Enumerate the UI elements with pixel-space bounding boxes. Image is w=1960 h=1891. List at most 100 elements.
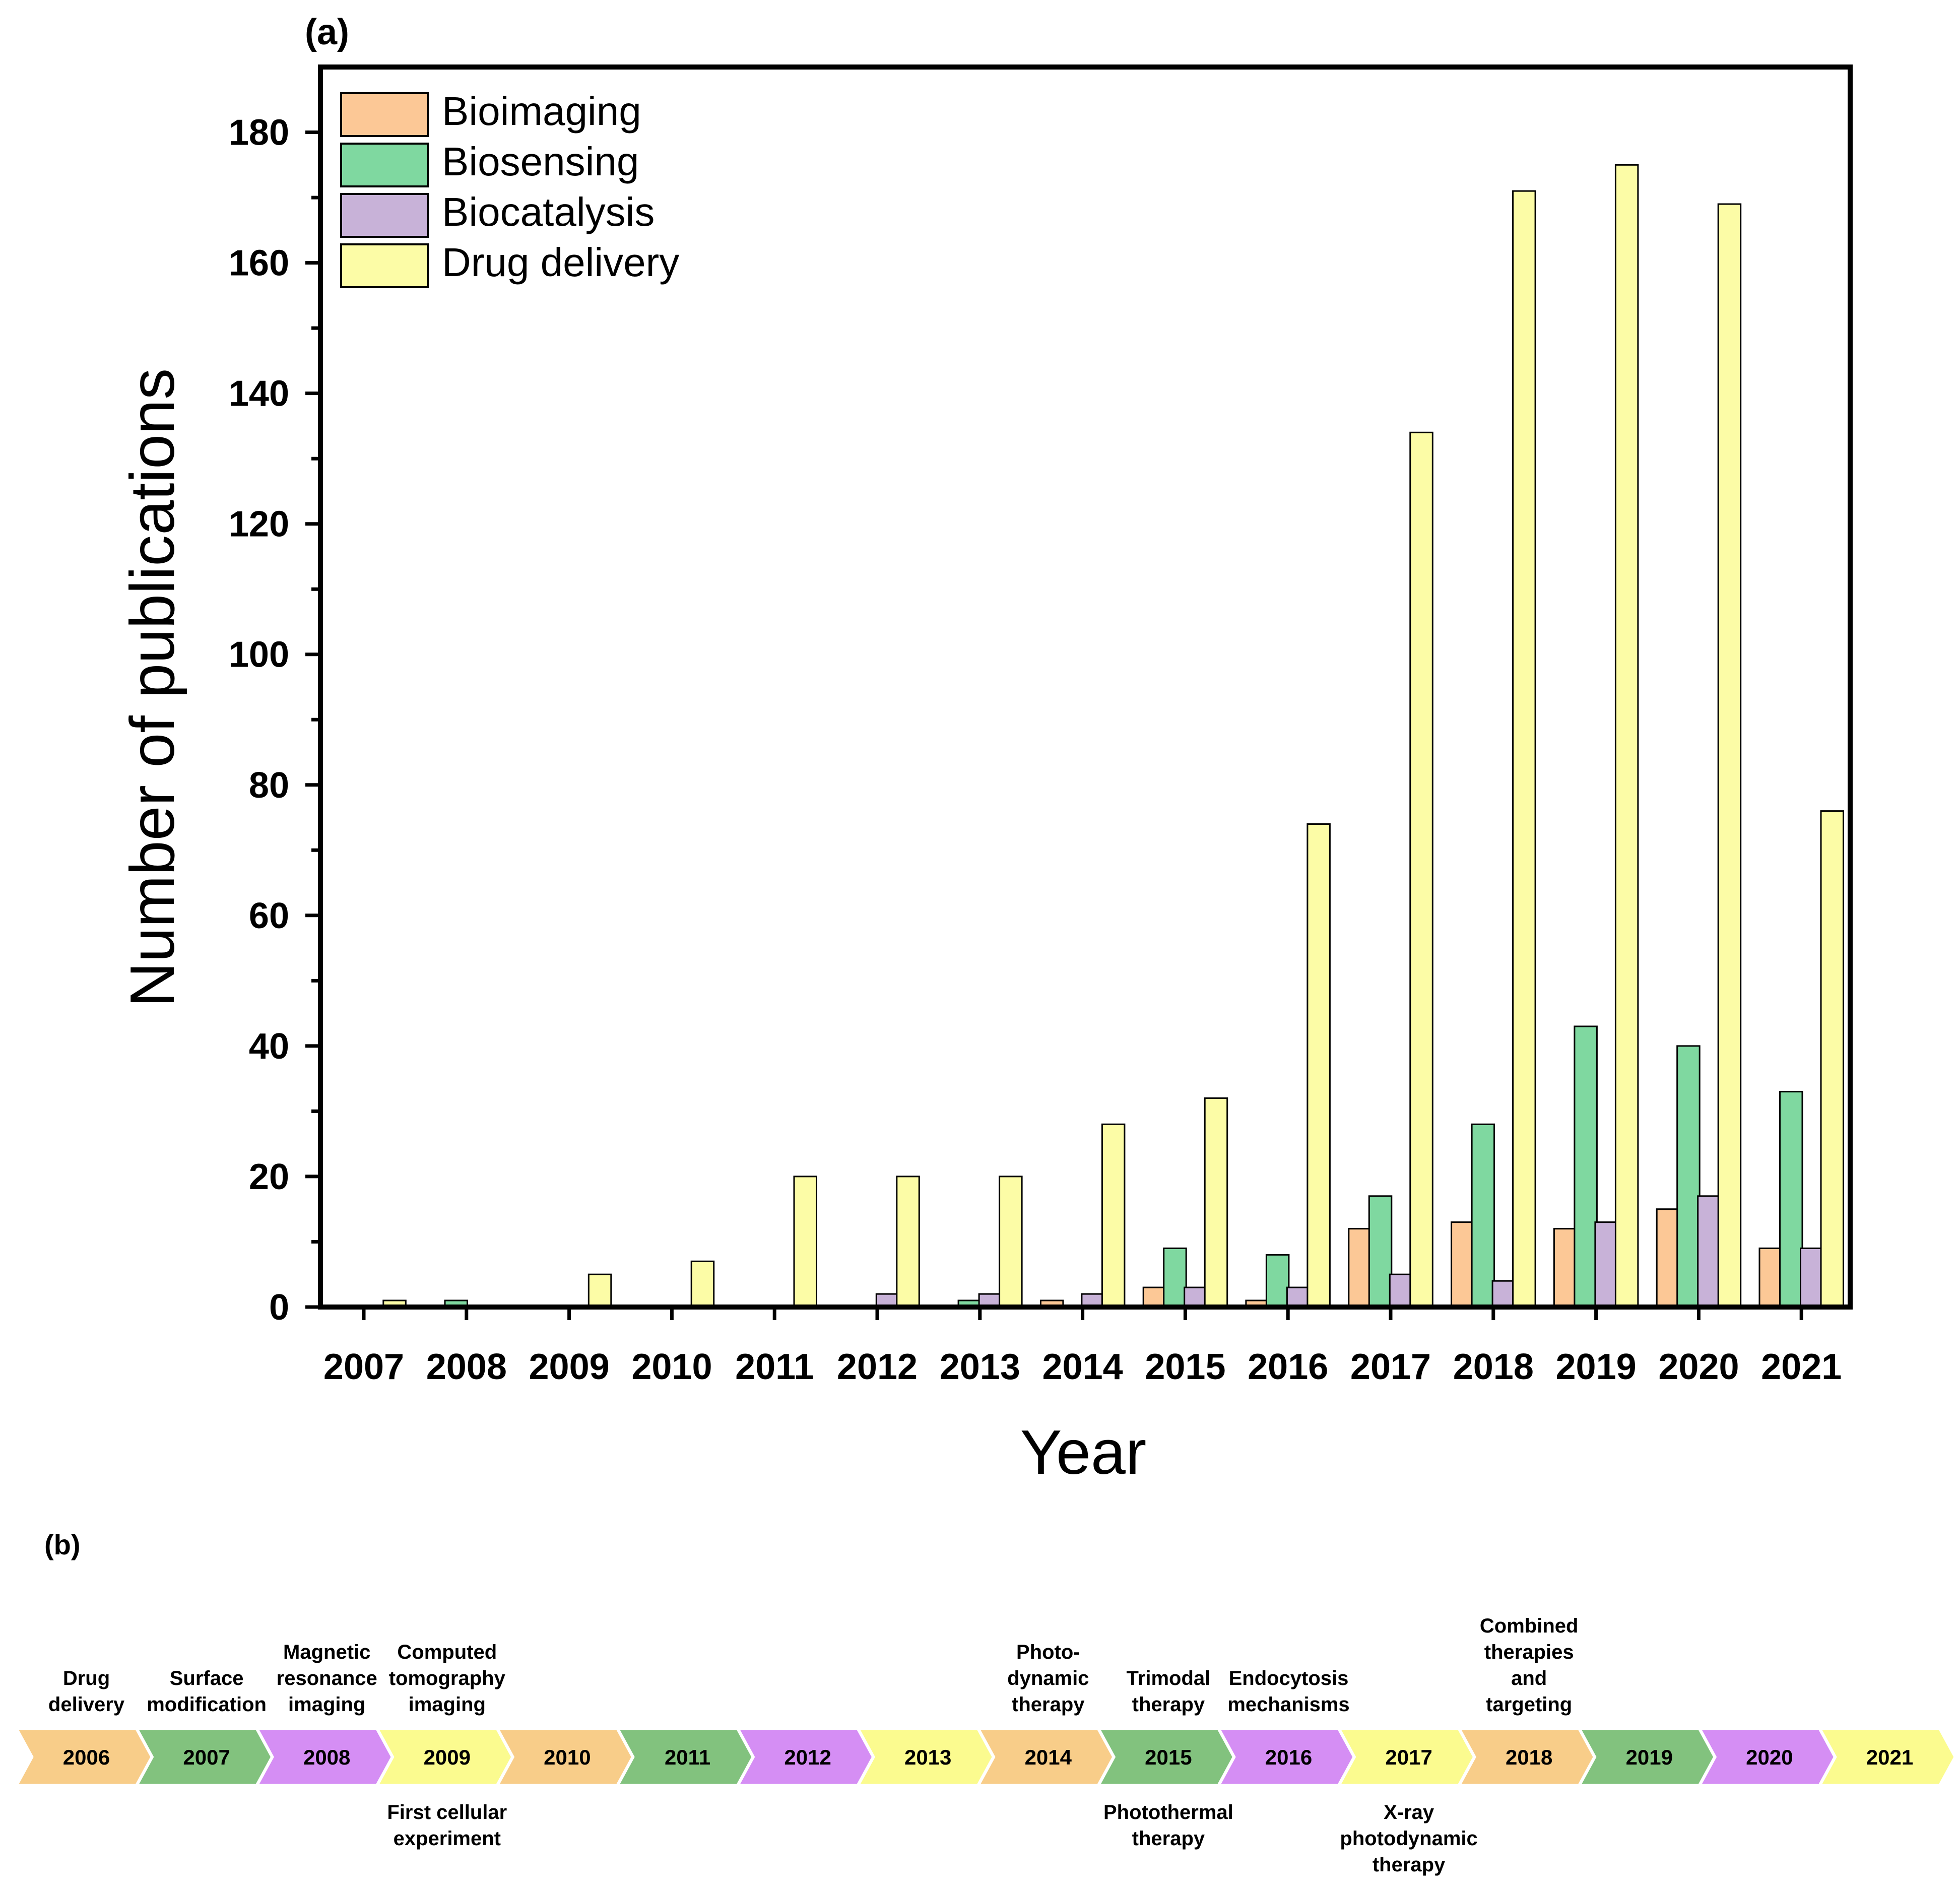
timeline-event-below-2009: experiment <box>394 1828 501 1850</box>
bar-bioimaging-2021 <box>1758 1247 1783 1308</box>
bar-drug-delivery-2012 <box>896 1176 920 1308</box>
bar-drug-delivery-2011 <box>793 1176 817 1308</box>
legend: Bioimaging Biosensing Biocatalysis Drug del… <box>340 89 679 288</box>
timeline-chevron-2009 <box>377 1728 513 1786</box>
timeline-chevron-2018 <box>1459 1728 1595 1786</box>
timeline-chevron-2017 <box>1339 1728 1475 1786</box>
legend-swatch-bioimaging <box>340 92 429 137</box>
bar-drug-delivery-2013 <box>999 1176 1023 1308</box>
x-tick-label: 2010 <box>631 1347 712 1387</box>
y-tick-label: 80 <box>249 765 289 806</box>
timeline-event-above-2014: therapy <box>1012 1693 1085 1716</box>
panel-a-label: (a) <box>305 12 349 52</box>
timeline-year-2019: 2019 <box>1626 1745 1673 1769</box>
legend-swatch-biosensing <box>340 143 429 187</box>
timeline-event-above-2006: Drug <box>63 1667 110 1689</box>
timeline-event-above-2009: Computed <box>397 1641 497 1663</box>
bar-bioimaging-2017 <box>1348 1228 1372 1308</box>
y-tick-label: 120 <box>229 504 289 545</box>
x-tick-label: 2013 <box>940 1347 1020 1387</box>
timeline-chevron-2016 <box>1218 1728 1354 1786</box>
timeline: 2006 Drug delivery 2007 Surface modification 2… <box>16 1615 1955 1876</box>
timeline-event-below-2015: Photothermal <box>1103 1801 1233 1823</box>
timeline-year-2012: 2012 <box>784 1745 831 1769</box>
timeline-chevron-2013 <box>858 1728 994 1786</box>
timeline-year-2014: 2014 <box>1025 1745 1072 1769</box>
timeline-year-2013: 2013 <box>904 1745 951 1769</box>
x-tick-label: 2020 <box>1658 1347 1739 1387</box>
bar-layer <box>382 164 1844 1308</box>
timeline-event-above-2007: Surface <box>170 1667 244 1689</box>
y-tick-label: 180 <box>229 113 289 153</box>
timeline-year-2021: 2021 <box>1866 1745 1913 1769</box>
timeline-chevron-2008 <box>256 1728 393 1786</box>
timeline-year-2011: 2011 <box>665 1745 710 1769</box>
timeline-chevron-2021 <box>1819 1728 1955 1786</box>
timeline-event-above-2018: and <box>1511 1667 1547 1689</box>
timeline-year-2010: 2010 <box>544 1745 591 1769</box>
panel-b-label: (b) <box>44 1529 81 1560</box>
x-tick-label: 2007 <box>323 1347 404 1387</box>
timeline-event-above-2015: Trimodal <box>1127 1667 1211 1689</box>
y-tick-label: 100 <box>229 635 289 675</box>
bar-biosensing-2020 <box>1676 1045 1701 1308</box>
bar-drug-delivery-2010 <box>690 1260 715 1308</box>
bar-biocatalysis-2016 <box>1286 1286 1311 1308</box>
timeline-event-below-2017: X-ray <box>1384 1801 1434 1823</box>
timeline-event-above-2006: delivery <box>48 1693 125 1716</box>
timeline-event-above-2009: imaging <box>409 1693 486 1716</box>
bar-biocatalysis-2017 <box>1389 1273 1413 1308</box>
plot-frame <box>318 64 1853 1310</box>
timeline-year-2009: 2009 <box>424 1745 471 1769</box>
timeline-year-2016: 2016 <box>1265 1745 1312 1769</box>
bar-chart: 0 20 40 60 80 100 120 140 160 180 2007 2008 2009 201… <box>118 64 1853 1487</box>
timeline-chevron-2019 <box>1579 1728 1715 1786</box>
bar-biocatalysis-2020 <box>1697 1195 1721 1308</box>
x-tick-label: 2015 <box>1145 1347 1225 1387</box>
timeline-year-2006: 2006 <box>63 1745 110 1769</box>
timeline-event-below-2015: therapy <box>1132 1828 1205 1850</box>
timeline-event-above-2018: Combined <box>1480 1615 1579 1637</box>
timeline-event-above-2008: Magnetic <box>283 1641 370 1663</box>
timeline-chevron-2015 <box>1098 1728 1234 1786</box>
y-axis-title: Number of publications <box>118 368 187 1007</box>
x-tick-label: 2016 <box>1248 1347 1328 1387</box>
timeline-chevron-2011 <box>617 1728 753 1786</box>
timeline-event-above-2014: Photo- <box>1016 1641 1080 1663</box>
bar-bioimaging-2020 <box>1656 1208 1680 1308</box>
timeline-chevron-2007 <box>137 1728 273 1786</box>
timeline-event-above-2008: imaging <box>288 1693 365 1716</box>
timeline-event-above-2009: tomography <box>389 1667 506 1689</box>
timeline-chevron-2020 <box>1699 1728 1836 1786</box>
bar-bioimaging-2019 <box>1553 1228 1578 1308</box>
timeline-event-above-2018: targeting <box>1486 1693 1572 1716</box>
legend-label-bioimaging: Bioimaging <box>442 89 641 134</box>
timeline-chevron-2010 <box>497 1728 633 1786</box>
bar-biosensing-2019 <box>1574 1025 1598 1308</box>
timeline-event-below-2009: First cellular <box>387 1801 507 1823</box>
timeline-chevron-2012 <box>738 1728 874 1786</box>
x-tick-label: 2012 <box>837 1347 918 1387</box>
timeline-event-above-2015: therapy <box>1132 1693 1205 1716</box>
bar-bioimaging-2015 <box>1142 1286 1167 1308</box>
legend-label-drug-delivery: Drug delivery <box>442 240 679 285</box>
bar-biocatalysis-2021 <box>1800 1247 1824 1308</box>
x-tick-label: 2021 <box>1761 1347 1842 1387</box>
timeline-year-2015: 2015 <box>1145 1745 1192 1769</box>
y-tick-label: 60 <box>249 896 289 936</box>
timeline-event-above-2016: Endocytosis <box>1229 1667 1349 1689</box>
timeline-event-below-2017: therapy <box>1373 1854 1446 1876</box>
legend-label-biosensing: Biosensing <box>442 139 639 184</box>
bar-biosensing-2015 <box>1163 1247 1187 1308</box>
timeline-chevron-2006 <box>16 1728 152 1786</box>
timeline-year-2008: 2008 <box>303 1745 350 1769</box>
y-tick-label: 0 <box>269 1287 289 1328</box>
bar-drug-delivery-2021 <box>1820 810 1844 1308</box>
legend-swatch-drug-delivery <box>340 243 429 288</box>
x-axis-title: Year <box>1020 1418 1147 1487</box>
x-tick-label: 2009 <box>529 1347 610 1387</box>
timeline-year-2020: 2020 <box>1746 1745 1793 1769</box>
bar-drug-delivery-2018 <box>1512 190 1536 1308</box>
timeline-year-2007: 2007 <box>183 1745 230 1769</box>
